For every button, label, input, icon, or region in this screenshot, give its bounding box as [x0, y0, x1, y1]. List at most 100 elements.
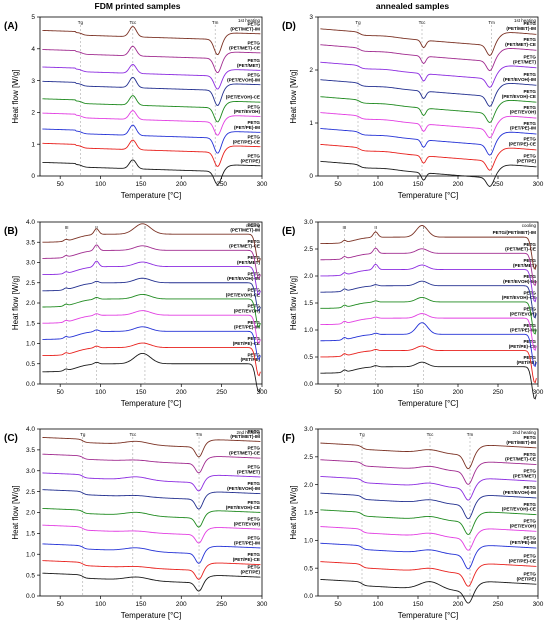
panel-b-curve	[42, 342, 261, 377]
panel-a-curve-label: PETG (PET/MET)-CE	[229, 41, 260, 51]
panel-b-curve	[42, 293, 261, 328]
panel-e-curve	[320, 322, 537, 368]
panel-b-curve	[42, 326, 261, 361]
panel-b-curve-label: PETG (PET/MET)-CE	[229, 239, 260, 249]
panel-d-curve-label: PETG (PET/MET)-CE	[505, 37, 536, 47]
panel-a-curve	[42, 139, 261, 167]
panel-b-curve	[42, 244, 261, 280]
panel-a-curve	[42, 76, 261, 106]
panel-e-curve-label: PETG (PET/MET)-CE	[505, 242, 536, 252]
panel-f-curve	[320, 526, 537, 551]
panel-d-y-tick-label: 0	[309, 173, 313, 180]
panel-a-transition-label: Tcc	[129, 20, 137, 25]
panel-c-x-tick-label: 200	[176, 601, 187, 608]
panel-e-curve-label: PETG (PET/EVOH)-IM	[503, 274, 536, 284]
panel-a-x-tick-label: 250	[216, 181, 227, 188]
panel-e-y-tick-label: 3.0	[304, 219, 313, 226]
panel-c-x-tick-label: 250	[216, 601, 227, 608]
panel-d-y-axis-label: Heat flow [W/g]	[289, 69, 298, 123]
panel-b-y-axis-label: Heat flow [W/g]	[11, 276, 20, 330]
panel-a-y-tick-label: 1	[31, 141, 35, 148]
panel-e-curve	[320, 345, 537, 384]
panel-f-curve-label: PETG (PET/MET)-IM	[506, 435, 536, 445]
panel-b-y-tick-label: 1.5	[26, 320, 35, 327]
panel-e-y-tick-label: 0.5	[304, 354, 313, 361]
panel-a-x-axis-label: Temperature [°C]	[121, 191, 182, 200]
panel-b-annotation: cooling	[246, 223, 261, 228]
panel-c-curve-label: PETG (PET/EVOH)-CE	[226, 500, 261, 510]
panel-f-panel-label: (F)	[282, 433, 295, 444]
panel-c-x-tick-label: 50	[57, 601, 65, 608]
panel-f-curve-label: PETG (PET/EVOH)	[510, 519, 537, 529]
panel-a-curve	[42, 95, 261, 123]
panel-e-y-tick-label: 2.0	[304, 273, 313, 280]
panel-f-y-tick-label: 1.0	[304, 538, 313, 545]
panel-c-y-tick-label: 4.0	[26, 426, 35, 433]
panel-e-y-tick-label: 1.5	[304, 300, 313, 307]
panel-d-curve-label: PETG (PET/MET)	[513, 55, 536, 65]
panel-d-x-tick-label: 150	[413, 181, 424, 188]
panel-f-y-axis-label: Heat flow [W/g]	[289, 485, 298, 539]
panel-c-curve	[42, 560, 261, 580]
panel-d-curve	[320, 160, 537, 187]
chart-panel-a: Tg Tcc Tm 50 100 150 200 250 300 0 1 2 3 4 5 Temperatur…	[4, 14, 268, 200]
panel-b-curve-label: PETG (PET/PE)-CE	[233, 336, 261, 346]
panel-c-curve-label: PETG (PET/MET)	[237, 465, 260, 475]
panel-c-x-tick-label: 100	[95, 601, 106, 608]
panel-f-curve	[320, 542, 537, 570]
panel-c-curve	[42, 437, 261, 458]
panel-d-curve	[320, 112, 537, 139]
panel-b-x-tick-label: 100	[95, 389, 106, 396]
panel-e-curve	[320, 313, 537, 351]
panel-f-transition-label: Tm	[467, 432, 474, 437]
panel-a-y-axis-label: Heat flow [W/g]	[11, 69, 20, 123]
panel-d-y-tick-label: 3	[309, 14, 313, 21]
panel-b-y-tick-label: 2.0	[26, 300, 35, 307]
panel-c-y-tick-label: 3.0	[26, 468, 35, 475]
panel-d-x-tick-label: 250	[493, 181, 504, 188]
panel-f-annotation: 2nd heating	[512, 430, 536, 435]
panel-f-curve-label: PETG (PET/EVOH)-IM	[503, 485, 536, 495]
panel-f-curve-label: PETG (PET/MET)-CE	[505, 452, 536, 462]
panel-d-transition-label: Tg	[355, 20, 361, 25]
panel-e-panel-label: (E)	[282, 226, 295, 237]
panel-e-curve	[320, 247, 537, 287]
panel-f-x-tick-label: 250	[493, 601, 504, 608]
panel-d-curve-label: PETG (PET/EVOH)	[510, 105, 537, 115]
panel-b-curve-label: PETG (PET/MET)-IM	[230, 223, 260, 233]
panel-e-x-axis-label: Temperature [°C]	[398, 399, 459, 408]
panel-c-y-tick-label: 2.0	[26, 510, 35, 517]
panel-f-curve	[320, 442, 537, 470]
panel-b-x-axis-label: Temperature [°C]	[121, 399, 182, 408]
panel-f-curve-label: PETG (PET/EVOH)-CE	[502, 502, 537, 512]
panel-e-curve	[320, 361, 537, 400]
panel-f-x-tick-label: 100	[373, 601, 384, 608]
panel-f-curve	[320, 578, 537, 604]
panel-f-curve-label: PETG (PET/PE)-CE	[509, 554, 537, 564]
panel-c-curve-label: PETG (PET/MET)-IM	[230, 429, 260, 439]
panel-c-curve	[42, 524, 261, 544]
panel-e-curve	[320, 280, 537, 319]
panel-f-y-tick-label: 0.5	[304, 565, 313, 572]
panel-b-curve	[42, 223, 261, 263]
panel-a-annotation: 1st heating	[238, 18, 261, 23]
panel-f-transition-label: Tg	[359, 432, 365, 437]
panel-f-curve	[320, 476, 537, 501]
panel-a-curve	[42, 64, 261, 90]
panel-b-curve	[42, 310, 261, 344]
panel-c-x-axis-label: Temperature [°C]	[121, 611, 182, 620]
panel-f-curve-label: PETG (PET/MET)	[513, 468, 536, 478]
panel-d-frame	[317, 16, 539, 177]
panel-e-y-tick-label: 0.0	[304, 381, 313, 388]
panel-d-x-tick-label: 100	[373, 181, 384, 188]
panel-f-x-tick-label: 50	[334, 601, 342, 608]
chart-panel-c: Tg Tcc Tm 50 100 150 200 250 300 0.0 0.5 1.0 1.5 2.0 2…	[4, 426, 268, 620]
panel-d-panel-label: (D)	[282, 21, 296, 32]
panel-a-curve-label: PETG (PET/PE)	[241, 154, 261, 164]
panel-a-y-tick-label: 5	[31, 14, 35, 21]
panel-d-curve	[320, 61, 537, 88]
panel-d-curve	[320, 44, 537, 72]
panel-b-transition-label: II	[95, 225, 98, 230]
panel-c-y-tick-label: 1.5	[26, 531, 35, 538]
panel-d-curve-label: PETG (PET/PE)-CE	[509, 137, 537, 147]
